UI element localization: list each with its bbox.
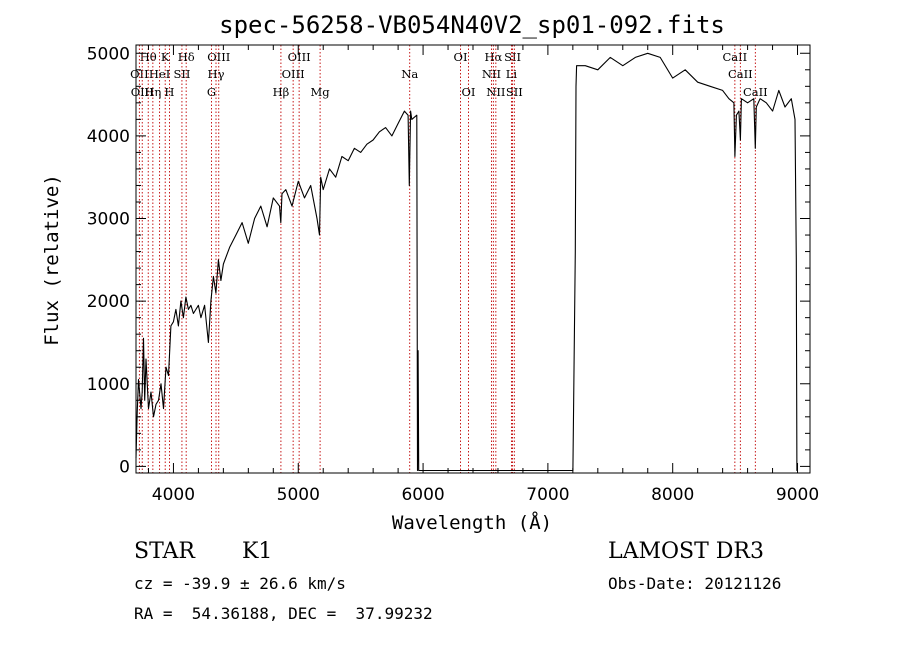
spectrum-line — [135, 52, 798, 472]
line-marker-label: K — [161, 50, 170, 64]
x-tick-label: 4000 — [152, 485, 195, 505]
observation-date: Obs-Date: 20121126 — [608, 574, 782, 593]
coordinates: RA = 54.36188, DEC = 37.99232 — [134, 604, 433, 623]
spectrum-chart: spec-56258-VB054N40V2_sp01-092.fits Hθ K H… — [41, 11, 819, 534]
axes — [135, 44, 811, 474]
line-marker-label: CaII — [743, 85, 768, 99]
line-marker-label: HeI — [149, 67, 170, 81]
y-tick-label: 1000 — [87, 375, 130, 395]
tick-labels: 4000 5000 6000 7000 8000 9000 0 1000 2000 3000 400… — [87, 44, 819, 505]
line-marker-label: Na — [401, 67, 418, 81]
line-marker-label: Hη — [144, 85, 161, 99]
object-subclass: K1 — [242, 539, 273, 564]
y-tick-label: 3000 — [87, 210, 130, 230]
line-marker-label: NII — [486, 85, 505, 99]
y-tick-label: 4000 — [87, 127, 130, 147]
line-marker-label: NII — [482, 67, 501, 81]
line-marker-label: Mg — [311, 85, 331, 99]
line-marker-label: G — [207, 85, 216, 99]
line-marker-label: OIII — [207, 50, 230, 64]
spectrum-series — [135, 52, 798, 472]
line-marker-label: Hβ — [273, 85, 290, 99]
y-tick-label: 2000 — [87, 292, 130, 312]
line-marker-label: OI — [462, 85, 476, 99]
line-marker-label: CaII — [722, 50, 747, 64]
line-marker-label: OII — [130, 67, 149, 81]
line-marker-label: OI — [454, 50, 468, 64]
line-marker-label: SII — [506, 85, 523, 99]
line-marker-label: Hδ — [178, 50, 195, 64]
y-axis-label: Flux (relative) — [41, 174, 63, 346]
y-tick-label: 0 — [119, 457, 130, 477]
line-marker-label: SII — [504, 50, 521, 64]
line-marker-label: CaII — [728, 67, 753, 81]
x-tick-label: 8000 — [651, 485, 694, 505]
plot-frame — [135, 44, 811, 474]
line-marker-label: SII — [173, 67, 190, 81]
x-tick-label: 6000 — [401, 485, 444, 505]
line-marker-label: Hα — [484, 50, 502, 64]
line-marker-label: Li — [506, 67, 518, 81]
line-marker-label: OIII — [282, 67, 305, 81]
x-axis-label: Wavelength (Å) — [392, 511, 552, 534]
x-tick-label: 5000 — [277, 485, 320, 505]
x-tick-label: 9000 — [776, 485, 819, 505]
x-tick-label: 7000 — [526, 485, 569, 505]
y-tick-label: 5000 — [87, 44, 130, 64]
chart-title: spec-56258-VB054N40V2_sp01-092.fits — [219, 11, 725, 39]
line-marker-label: Hγ — [208, 67, 225, 81]
survey-name: LAMOST DR3 — [608, 539, 764, 564]
redshift-velocity: cz = -39.9 ± 26.6 km/s — [134, 574, 346, 593]
line-marker-label: H — [164, 85, 174, 99]
line-marker-label: OIII — [288, 50, 311, 64]
object-class: STAR — [134, 539, 195, 564]
